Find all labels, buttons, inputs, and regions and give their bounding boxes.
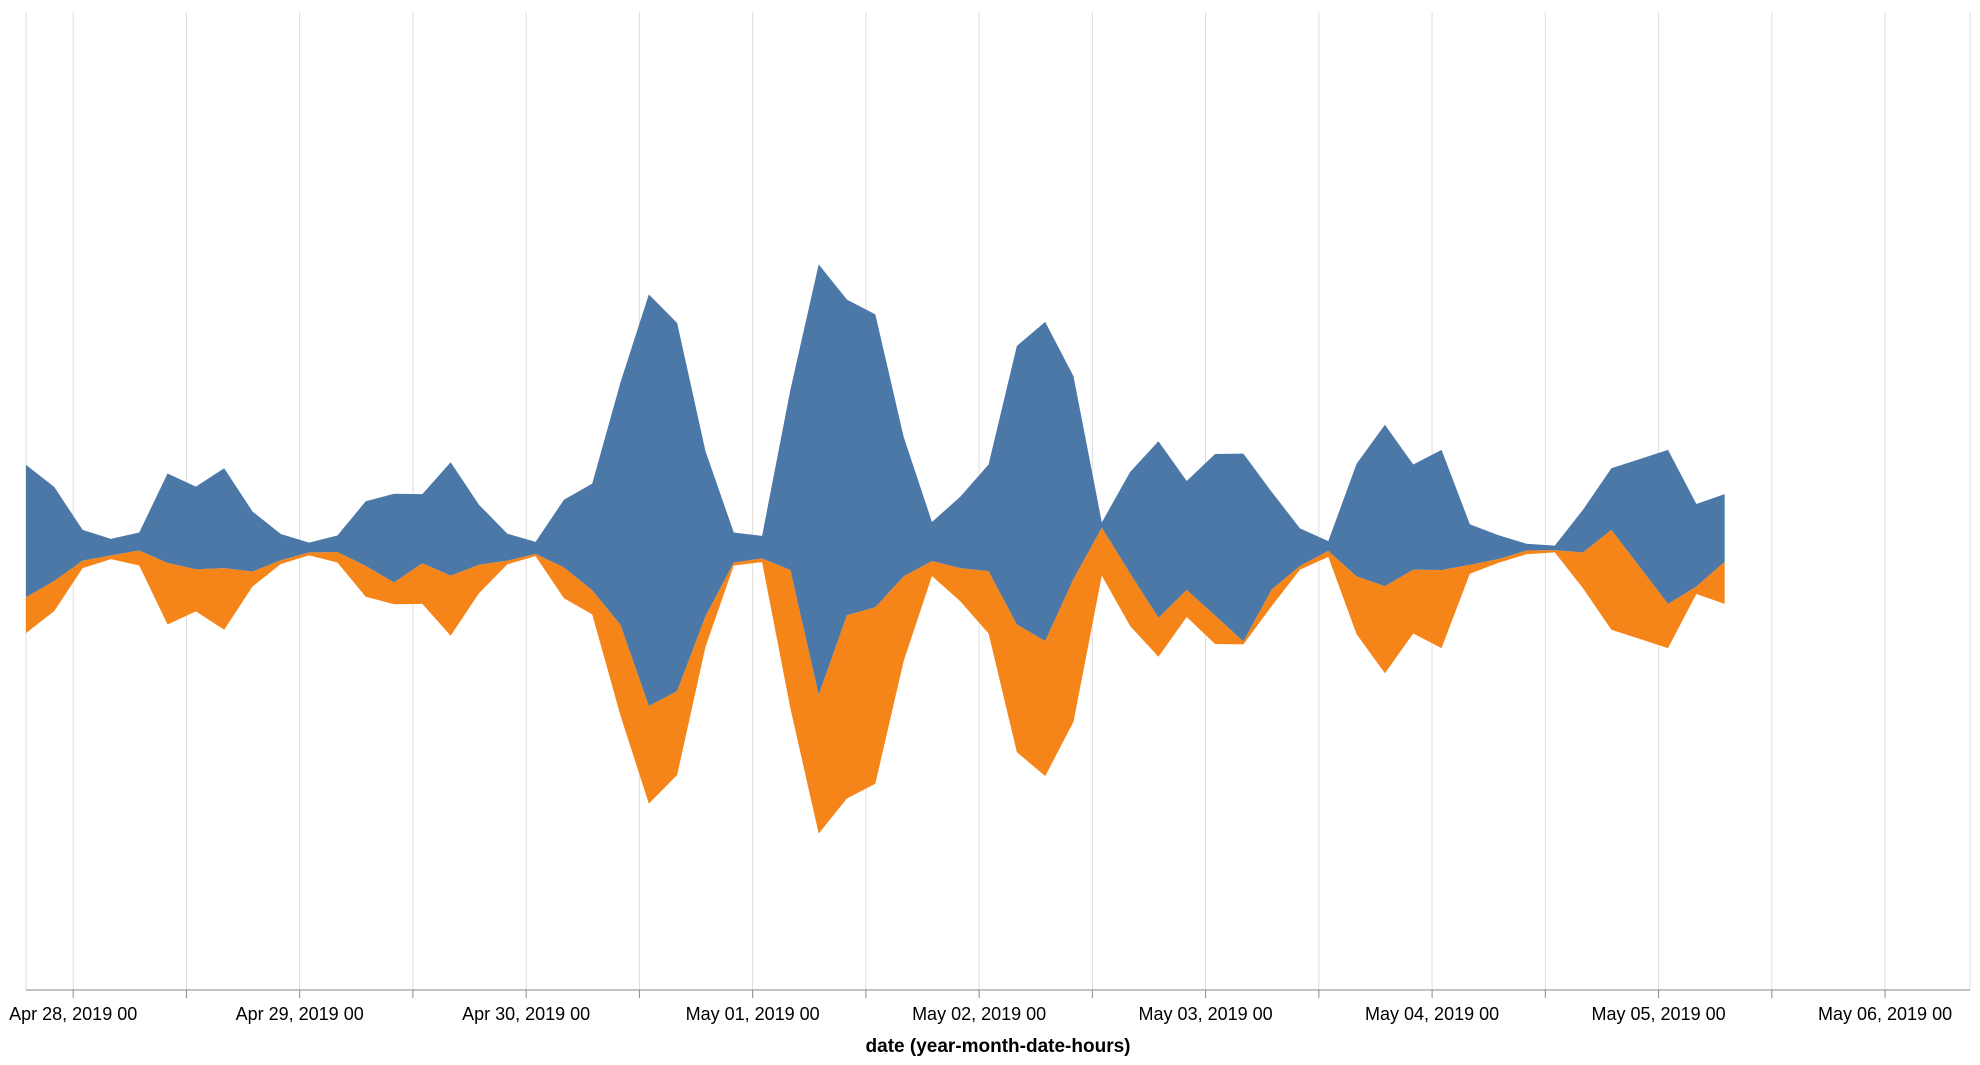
x-tick-label: May 04, 2019 00 <box>1365 1004 1499 1024</box>
x-axis-title: date (year-month-date-hours) <box>866 1036 1131 1057</box>
series-layer <box>26 264 1725 834</box>
x-tick-label: May 05, 2019 00 <box>1592 1004 1726 1024</box>
x-tick-label: Apr 29, 2019 00 <box>236 1004 364 1024</box>
series-a-area <box>26 264 1725 706</box>
x-tick-label: May 06, 2019 00 <box>1818 1004 1952 1024</box>
x-tick-label: Apr 30, 2019 00 <box>462 1004 590 1024</box>
x-axis: Apr 28, 2019 00 Apr 29, 2019 00 Apr 30, 20… <box>9 989 1970 1024</box>
series-b-area <box>26 527 1725 834</box>
x-tick-label: Apr 28, 2019 00 <box>9 1004 137 1024</box>
x-tick-label: May 03, 2019 00 <box>1139 1004 1273 1024</box>
x-tick-label: May 02, 2019 00 <box>912 1004 1046 1024</box>
x-tick-label: May 01, 2019 00 <box>686 1004 820 1024</box>
